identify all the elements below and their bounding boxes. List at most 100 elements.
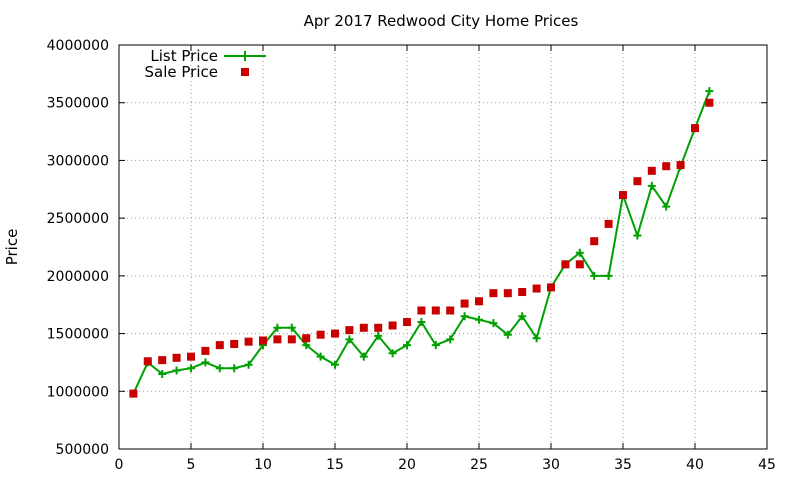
sale-price-marker (388, 321, 397, 330)
sale-price-marker (302, 334, 311, 343)
list-price-marker (345, 335, 354, 344)
list-price-marker (489, 319, 498, 328)
legend-label-list-price: List Price (150, 47, 218, 65)
x-tick-label: 15 (326, 457, 344, 473)
list-price-marker (158, 369, 167, 378)
list-price-marker (273, 323, 282, 332)
sale-price-marker (604, 219, 613, 228)
list-price-marker (532, 334, 541, 343)
sale-price-marker (676, 161, 685, 170)
sale-price-marker (590, 237, 599, 246)
list-price-marker (215, 364, 224, 373)
list-price-marker (316, 352, 325, 361)
sale-price-marker (662, 162, 671, 171)
x-tick-label: 10 (254, 457, 272, 473)
sale-price-marker (705, 98, 714, 107)
list-price-marker (302, 341, 311, 350)
list-price-marker (287, 323, 296, 332)
legend-plus-marker (240, 51, 250, 61)
list-price-marker (388, 349, 397, 358)
x-tick-label: 30 (542, 457, 560, 473)
list-price-marker (244, 360, 253, 369)
sale-price-marker (143, 357, 152, 366)
list-price-marker (475, 315, 483, 324)
y-tick-label: 2500000 (47, 211, 109, 227)
sale-price-marker (287, 335, 296, 344)
sale-price-marker (273, 335, 282, 344)
sale-price-marker (575, 260, 584, 269)
sale-price-marker (215, 341, 224, 350)
list-price-marker (575, 248, 584, 257)
list-price-marker (431, 341, 440, 350)
sale-price-marker (431, 306, 440, 315)
list-price-marker (331, 360, 339, 369)
sale-price-marker (129, 389, 138, 398)
sale-price-marker (647, 166, 656, 175)
sale-price-marker (201, 346, 210, 355)
x-tick-label: 25 (470, 457, 488, 473)
x-tick-label: 45 (758, 457, 776, 473)
y-tick-label: 4000000 (47, 38, 109, 54)
sale-price-marker (633, 177, 642, 186)
y-tick-label: 500000 (56, 442, 109, 458)
sale-price-marker (561, 260, 570, 269)
y-tick-label: 1000000 (47, 384, 109, 400)
list-price-marker (518, 312, 527, 321)
sale-price-marker (259, 336, 267, 345)
list-price-marker (187, 364, 195, 373)
sale-price-marker (446, 306, 455, 315)
y-tick-label: 3000000 (47, 153, 109, 169)
list-price-marker (172, 366, 181, 375)
x-tick-label: 5 (187, 457, 196, 473)
sale-price-marker (172, 353, 181, 362)
sale-price-marker (503, 289, 512, 298)
x-tick-label: 0 (115, 457, 124, 473)
grid (119, 45, 767, 449)
list-price-marker (359, 352, 368, 361)
list-price-marker (705, 87, 714, 96)
sale-price-marker (403, 318, 411, 327)
sale-price-marker (532, 284, 541, 293)
list-price-marker (590, 271, 599, 280)
list-price-marker (201, 358, 210, 367)
sale-price-marker (691, 124, 699, 133)
list-price-marker (417, 318, 426, 327)
legend-square-marker (241, 68, 249, 76)
list-price-marker (374, 331, 383, 340)
list-price-marker (604, 271, 613, 280)
sale-price-marker (489, 289, 498, 298)
sale-price-marker (158, 356, 167, 365)
sale-price-marker (316, 330, 325, 339)
x-tick-label: 35 (614, 457, 632, 473)
y-tick-label: 2000000 (47, 269, 109, 285)
sale-price-marker (460, 299, 469, 308)
sale-price-marker (244, 337, 253, 346)
sale-price-marker (374, 323, 383, 332)
x-tick-label: 40 (686, 457, 704, 473)
sale-price-marker (331, 329, 339, 338)
sale-price-marker (187, 352, 195, 361)
sale-price-marker (230, 339, 239, 348)
sale-price-marker (619, 191, 627, 200)
list-price-marker (647, 181, 656, 190)
chart-title: Apr 2017 Redwood City Home Prices (304, 12, 579, 30)
sale-price-marker (518, 288, 527, 297)
list-price-marker (503, 330, 512, 339)
axis-ticks: 0 5 10 15 20 25 30 35 40 45 500000 1000000 1500000 20… (47, 38, 776, 473)
sale-price-marker (417, 306, 426, 315)
list-price-marker (460, 312, 469, 321)
list-price-marker (403, 341, 411, 350)
y-tick-label: 3500000 (47, 96, 109, 112)
legend: List Price Sale Price (145, 47, 266, 81)
plot-frame (118, 44, 768, 450)
sale-price-marker (359, 323, 368, 332)
list-price-marker (230, 364, 239, 373)
list-price-marker (662, 202, 671, 211)
sale-price-marker (345, 326, 354, 335)
list-price-marker (446, 335, 455, 344)
sale-price-marker (547, 283, 555, 292)
y-tick-label: 1500000 (47, 327, 109, 343)
sale-price-marker (475, 297, 483, 306)
x-tick-label: 20 (398, 457, 416, 473)
